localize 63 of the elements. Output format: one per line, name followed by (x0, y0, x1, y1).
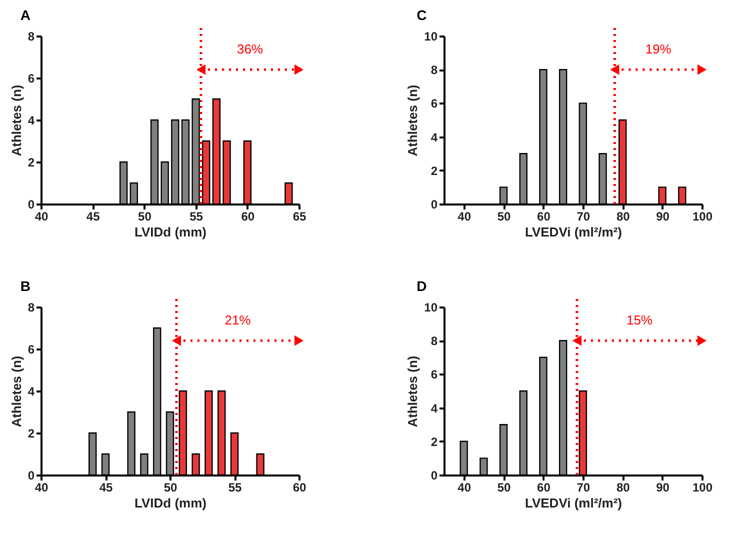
y-axis-title: Athletes (n) (405, 84, 420, 156)
x-tick-label: 60 (241, 210, 255, 224)
y-tick-label: 2 (430, 164, 438, 178)
x-tick-label: 45 (86, 210, 100, 224)
x-tick-label: 90 (656, 210, 670, 224)
annotation: 19% (645, 42, 672, 57)
x-tick-label: 100 (692, 210, 713, 224)
x-tick-label: 55 (190, 210, 204, 224)
x-tick-label: 60 (537, 480, 551, 494)
y-tick-label: 2 (28, 156, 35, 170)
y-tick-label: 2 (28, 426, 35, 440)
x-tick-label: 50 (164, 480, 178, 494)
chart-title: A (20, 6, 30, 23)
y-tick-label: 10 (424, 30, 438, 44)
x-axis-title: LVEDVi (ml²/m²) (524, 496, 622, 510)
annotation: 15% (626, 312, 653, 328)
y-tick-label: 8 (28, 30, 35, 44)
x-axis-title: LVEDVi (ml²/m²) (524, 224, 622, 240)
x-tick-label: 90 (656, 480, 670, 494)
y-axis-title: Athletes (n) (405, 356, 420, 428)
y-tick-label: 0 (430, 468, 438, 482)
x-axis-title: LVIDd (mm) (134, 496, 206, 510)
x-tick-label: 80 (616, 480, 630, 494)
x-tick-label: 65 (292, 210, 306, 224)
y-tick-label: 4 (430, 130, 438, 144)
x-tick-label: 60 (537, 210, 551, 224)
chart-title: B (20, 278, 30, 294)
y-axis-title: Athletes (n) (8, 356, 24, 428)
x-tick-label: 40 (458, 210, 472, 224)
y-tick-label: 6 (28, 72, 35, 86)
y-tick-label: 2 (430, 434, 438, 449)
x-tick-label: 70 (576, 210, 590, 224)
y-tick-label: 6 (430, 368, 438, 382)
y-tick-label: 8 (430, 63, 438, 78)
x-tick-label: 60 (292, 480, 306, 494)
x-tick-label: 100 (692, 480, 713, 494)
chart-title: D (416, 278, 427, 294)
x-tick-label: 80 (616, 210, 630, 224)
y-tick-label: 0 (28, 198, 35, 212)
x-tick-label: 50 (138, 210, 152, 224)
x-axis-title: LVIDd (mm) (134, 224, 206, 240)
annotation: 36% (236, 42, 264, 57)
x-tick-label: 40 (34, 480, 48, 494)
x-tick-label: 55 (228, 480, 242, 494)
x-tick-label: 70 (576, 480, 590, 494)
x-tick-label: 50 (497, 480, 512, 494)
y-tick-label: 4 (430, 401, 438, 416)
y-tick-label: 4 (28, 114, 35, 128)
y-tick-label: 6 (28, 342, 35, 356)
y-tick-label: 4 (28, 384, 35, 398)
y-tick-label: 10 (424, 300, 438, 314)
y-tick-label: 6 (430, 96, 438, 111)
chart-title: C (416, 6, 427, 23)
y-tick-label: 0 (28, 468, 35, 482)
x-tick-label: 50 (497, 210, 512, 224)
y-axis-title: Athletes (n) (8, 84, 24, 156)
y-tick-label: 8 (28, 300, 35, 314)
x-tick-label: 45 (99, 480, 113, 494)
annotation: 21% (224, 312, 252, 328)
x-tick-label: 40 (458, 480, 472, 494)
y-tick-label: 8 (430, 334, 438, 348)
y-tick-label: 0 (430, 198, 438, 212)
x-tick-label: 40 (34, 210, 48, 224)
